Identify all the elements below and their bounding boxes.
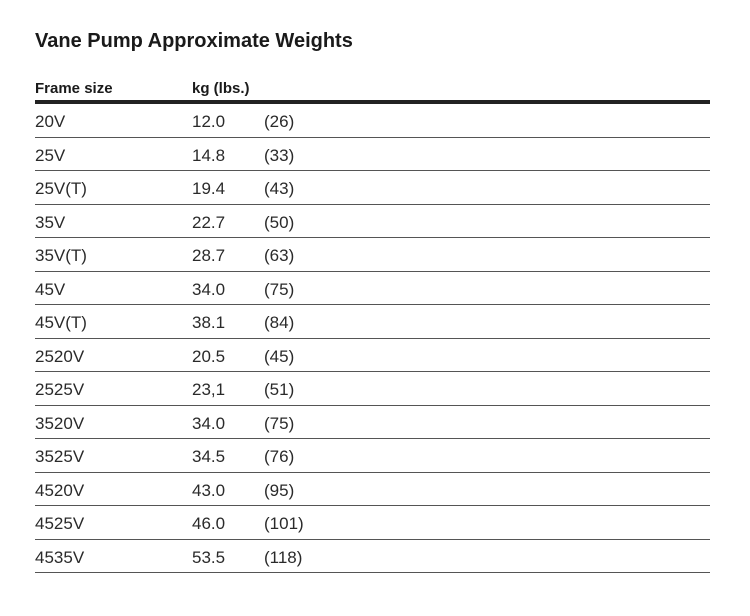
table-cell: 28.7 bbox=[192, 246, 226, 265]
table-cell: 20V bbox=[35, 112, 66, 131]
table-cell: 46.0 bbox=[192, 514, 226, 533]
table-cell: 14.8 bbox=[192, 145, 226, 165]
table-cell: 23,1 bbox=[192, 380, 226, 399]
table-cell: (75) bbox=[264, 279, 295, 299]
table-cell: (75) bbox=[264, 413, 295, 433]
table-cell: 45V(T) bbox=[35, 313, 87, 332]
table-cell: 35V bbox=[35, 212, 66, 232]
table-row: 35V(T) 28.7 (63) bbox=[35, 238, 710, 272]
table-cell: (63) bbox=[264, 246, 295, 265]
table-cell: (26) bbox=[264, 112, 295, 131]
table-cell: 25V(T) bbox=[35, 179, 87, 198]
table-row: 3525V 34.5 (76) bbox=[35, 439, 710, 473]
table-row: 45V 34.0 (75) bbox=[35, 272, 710, 305]
table-cell: (118) bbox=[264, 547, 303, 567]
table-cell: (33) bbox=[264, 145, 295, 165]
table-cell: 4520V bbox=[35, 480, 85, 500]
table-row: 45V(T) 38.1 (84) bbox=[35, 305, 710, 339]
table-cell: 2525V bbox=[35, 380, 85, 399]
table-cell: 25V bbox=[35, 145, 66, 165]
table-cell: 22.7 bbox=[192, 212, 226, 232]
table-cell: 3525V bbox=[35, 447, 85, 466]
table-row: 2525V 23,1 (51) bbox=[35, 372, 710, 406]
table-row: 4525V 46.0 (101) bbox=[35, 506, 710, 540]
table-row: 25V(T) 19.4 (43) bbox=[35, 171, 710, 205]
table-cell: (84) bbox=[264, 313, 295, 332]
table-row: 20V 12.0 (26) bbox=[35, 104, 710, 138]
table-row: 4535V 53.5 (118) bbox=[35, 540, 710, 573]
table-row: 4520V 43.0 (95) bbox=[35, 473, 710, 506]
table-header: Frame size kg (lbs.) bbox=[35, 78, 710, 104]
table-cell: 38.1 bbox=[192, 313, 226, 332]
table-cell: 12.0 bbox=[192, 112, 226, 131]
table-row: 25V 14.8 (33) bbox=[35, 138, 710, 171]
table-cell: (101) bbox=[264, 514, 304, 533]
table-cell: (76) bbox=[264, 447, 295, 466]
table-row: 3520V 34.0 (75) bbox=[35, 406, 710, 439]
table-cell: 19.4 bbox=[192, 179, 226, 198]
table-cell: 35V(T) bbox=[35, 246, 87, 265]
table-cell: (45) bbox=[264, 346, 295, 366]
table-cell: 34.0 bbox=[192, 279, 226, 299]
table-cell: 2520V bbox=[35, 346, 85, 366]
table-row: 2520V 20.5 (45) bbox=[35, 339, 710, 372]
table-cell: (95) bbox=[264, 480, 295, 500]
table-cell: (51) bbox=[264, 380, 295, 399]
table-cell: 43.0 bbox=[192, 480, 226, 500]
table-cell: (50) bbox=[264, 212, 295, 232]
table-cell: 34.0 bbox=[192, 413, 226, 433]
table-cell: 53.5 bbox=[192, 547, 226, 567]
header-cell: kg (lbs.) bbox=[192, 80, 250, 97]
table-cell: 34.5 bbox=[192, 447, 226, 466]
table-cell: (43) bbox=[264, 179, 295, 198]
table-cell: 4525V bbox=[35, 514, 85, 533]
table-cell: 20.5 bbox=[192, 346, 226, 366]
table-title: Vane Pump Approximate Weights bbox=[35, 30, 353, 52]
table-body: 20V 12.0 (26) 25V 14.8 (33) 25V(T) 19.4 (43) 35V 2… bbox=[35, 104, 710, 573]
header-cell: Frame size bbox=[35, 80, 113, 97]
table-cell: 45V bbox=[35, 279, 66, 299]
table-cell: 4535V bbox=[35, 547, 85, 567]
table-cell: 3520V bbox=[35, 413, 85, 433]
table-row: 35V 22.7 (50) bbox=[35, 205, 710, 238]
